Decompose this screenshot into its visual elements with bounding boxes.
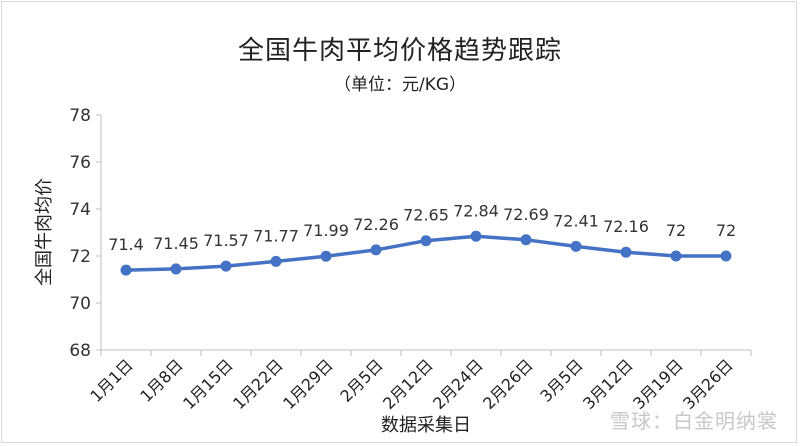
x-tick-label: 1月22日 (229, 355, 287, 413)
data-point (620, 246, 632, 258)
data-point (470, 230, 482, 242)
y-tick-label: 70 (69, 294, 91, 314)
x-tick-label: 1月1日 (86, 355, 136, 405)
data-label: 71.99 (303, 221, 349, 240)
data-label: 72.69 (503, 205, 549, 224)
data-label: 72.26 (353, 215, 399, 234)
data-point (270, 255, 282, 267)
data-label: 72.84 (453, 201, 499, 220)
watermark: 雪球：白金明纳裳 (610, 409, 778, 433)
data-point (120, 264, 132, 276)
data-point (520, 234, 532, 246)
y-tick-label: 78 (69, 106, 91, 126)
data-label: 72 (716, 221, 736, 240)
x-tick-label: 2月12日 (379, 355, 437, 413)
data-point (170, 263, 182, 275)
chart-title: 全国牛肉平均价格趋势跟踪 (237, 36, 562, 66)
data-point (570, 240, 582, 252)
data-label: 72.16 (603, 217, 649, 236)
y-tick-label: 74 (69, 200, 91, 220)
data-point (670, 250, 682, 262)
y-tick-label: 68 (69, 341, 91, 361)
data-label: 71.4 (108, 235, 144, 254)
data-label: 72 (666, 221, 686, 240)
data-point (420, 235, 432, 247)
x-tick-label: 1月29日 (279, 355, 337, 413)
data-label: 71.77 (253, 226, 299, 245)
data-label: 72.65 (403, 206, 449, 225)
y-axis-title: 全国牛肉均价 (34, 178, 55, 286)
y-tick-label: 72 (69, 247, 91, 267)
x-tick-label: 1月15日 (179, 355, 237, 413)
data-point (370, 244, 382, 256)
x-tick-label: 2月24日 (429, 355, 487, 413)
data-label: 72.41 (553, 211, 599, 230)
x-axis-title: 数据采集日 (381, 415, 471, 436)
chart-subtitle: （单位：元/KG） (333, 75, 467, 95)
x-tick-label: 2月26日 (479, 355, 537, 413)
data-label: 71.45 (153, 234, 199, 253)
data-point (320, 250, 332, 262)
data-point (720, 250, 732, 262)
y-tick-label: 76 (69, 153, 91, 173)
data-label: 71.57 (203, 231, 249, 250)
data-point (220, 260, 232, 272)
